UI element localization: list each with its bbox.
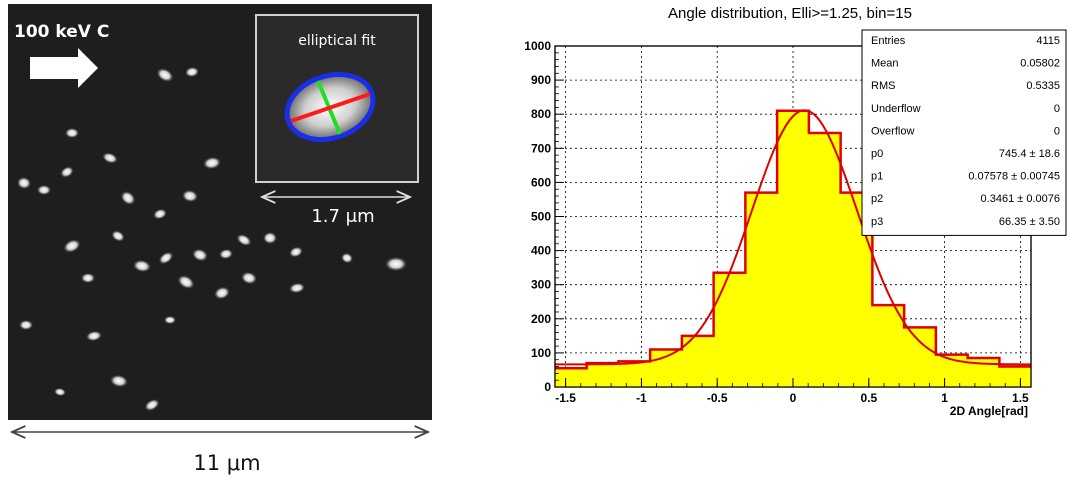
grain-spot <box>37 185 51 195</box>
x-tick-label: 1.5 <box>1012 391 1029 405</box>
major-axis-line <box>290 92 371 123</box>
histogram-bar <box>904 327 936 387</box>
stats-row-value: 0 <box>1054 125 1060 137</box>
axes: 0 100 200 300 400 500 600 700 800 900 1000 -1.5 -1 -0… <box>524 39 1032 405</box>
x-tick-label: 0 <box>790 391 797 405</box>
elliptical-fit-inset: elliptical fit <box>255 14 419 183</box>
grain-spot <box>385 257 407 271</box>
histogram-bar <box>999 366 1032 387</box>
grain-spot <box>341 252 353 264</box>
stats-row-label: p3 <box>871 216 883 228</box>
grain-spot <box>111 230 125 242</box>
grain-spot <box>17 176 31 190</box>
grain-spot <box>214 286 230 300</box>
y-tick-label: 100 <box>531 346 551 360</box>
grain-spot <box>263 232 277 244</box>
microscope-panel: 100 keV C elliptical fit 1.7 μm 11 μm <box>8 4 432 475</box>
histogram-bar <box>808 132 841 387</box>
grain-spot <box>133 259 151 273</box>
grain-spot <box>289 246 303 258</box>
x-axis-label: 2D Angle[rad] <box>950 404 1028 418</box>
histogram-bar <box>713 272 746 387</box>
grain-spot <box>289 282 305 294</box>
stats-row-value: 0.05802 <box>1020 58 1060 70</box>
grain-spot <box>102 152 118 164</box>
histogram-bar <box>618 361 651 387</box>
fit-ellipse-outline <box>284 72 376 142</box>
x-tick-label: -0.5 <box>707 391 728 405</box>
beam-label: 100 keV C <box>14 22 109 42</box>
y-tick-label: 400 <box>531 244 551 258</box>
stats-row-value: 0.07578 ± 0.00745 <box>968 171 1060 183</box>
stats-row-value: 745.4 ± 18.6 <box>999 148 1060 160</box>
x-tick-label: 1 <box>941 391 948 405</box>
y-tick-label: 900 <box>531 73 551 87</box>
stats-row-value: 0.5335 <box>1026 80 1060 92</box>
histogram-bar <box>745 192 778 387</box>
y-tick-label: 0 <box>544 380 551 394</box>
stats-box-frame <box>861 29 1067 236</box>
grain-spot <box>177 275 195 289</box>
x-tick-label: -1 <box>636 391 647 405</box>
y-tick-label: 200 <box>531 312 551 326</box>
grain-spot <box>60 166 74 178</box>
histogram-chart: Angle distribution, Elli>=1.25, bin=15 0… <box>524 5 1067 418</box>
grain-spot <box>110 374 128 388</box>
histogram-bar <box>650 349 682 387</box>
grain-spot <box>182 189 198 203</box>
stats-row-label: Underflow <box>871 103 921 115</box>
grain-spot <box>203 156 221 170</box>
grain-spot <box>185 66 199 78</box>
y-tick-label: 500 <box>531 210 551 224</box>
grain-spot <box>120 191 136 205</box>
grain-spot <box>241 271 257 285</box>
stats-row-label: Overflow <box>871 125 914 137</box>
stats-row-value: 0.3461 ± 0.0076 <box>981 193 1060 205</box>
stats-row-label: p2 <box>871 193 883 205</box>
grain-spot <box>156 68 174 82</box>
y-tick-label: 800 <box>531 107 551 121</box>
stats-row-label: Entries <box>871 35 906 47</box>
grain-spot <box>54 387 66 397</box>
fit-curve <box>554 109 1032 366</box>
histogram-bar <box>777 110 809 387</box>
stats-row-label: RMS <box>871 80 895 92</box>
y-tick-label: 300 <box>531 278 551 292</box>
grain-spot <box>192 248 208 262</box>
x-tick-label: -1.5 <box>555 391 576 405</box>
stats-row-label: p1 <box>871 171 883 183</box>
grain-spot <box>236 234 252 246</box>
stats-box: Entries 4115 Mean 0.05802 RMS 0.5335 Underflow… <box>861 29 1067 236</box>
grain-spot <box>158 251 174 265</box>
grain-spot <box>65 128 79 138</box>
y-tick-label: 600 <box>531 175 551 189</box>
grain-spot <box>144 399 160 411</box>
y-tick-label: 1000 <box>524 39 551 53</box>
grain-spot <box>19 320 33 330</box>
grain-spot <box>86 330 102 342</box>
histogram-bar <box>586 363 619 387</box>
beam-direction-arrow <box>30 48 98 88</box>
grain-spots <box>17 66 407 411</box>
stats-row-value: 4115 <box>1036 35 1060 47</box>
histogram-bar <box>554 368 587 387</box>
stats-row-value: 0 <box>1054 103 1060 115</box>
grain-spot <box>219 248 233 260</box>
image-scale-label: 11 μm <box>193 451 260 475</box>
histogram-bar <box>872 305 905 387</box>
y-tick-label: 700 <box>531 141 551 155</box>
grain-spot <box>153 208 167 220</box>
grain-spot <box>63 239 81 253</box>
stats-row-label: p0 <box>871 148 883 160</box>
inset-title: elliptical fit <box>298 33 376 49</box>
stats-row-value: 66.35 ± 3.50 <box>999 216 1060 228</box>
chart-title: Angle distribution, Elli>=1.25, bin=15 <box>668 5 912 22</box>
stats-row-label: Mean <box>871 58 899 70</box>
grain-spot <box>81 273 95 283</box>
grain-spot <box>164 316 176 324</box>
inset-scale-label: 1.7 μm <box>311 206 374 227</box>
x-tick-label: 0.5 <box>860 391 877 405</box>
